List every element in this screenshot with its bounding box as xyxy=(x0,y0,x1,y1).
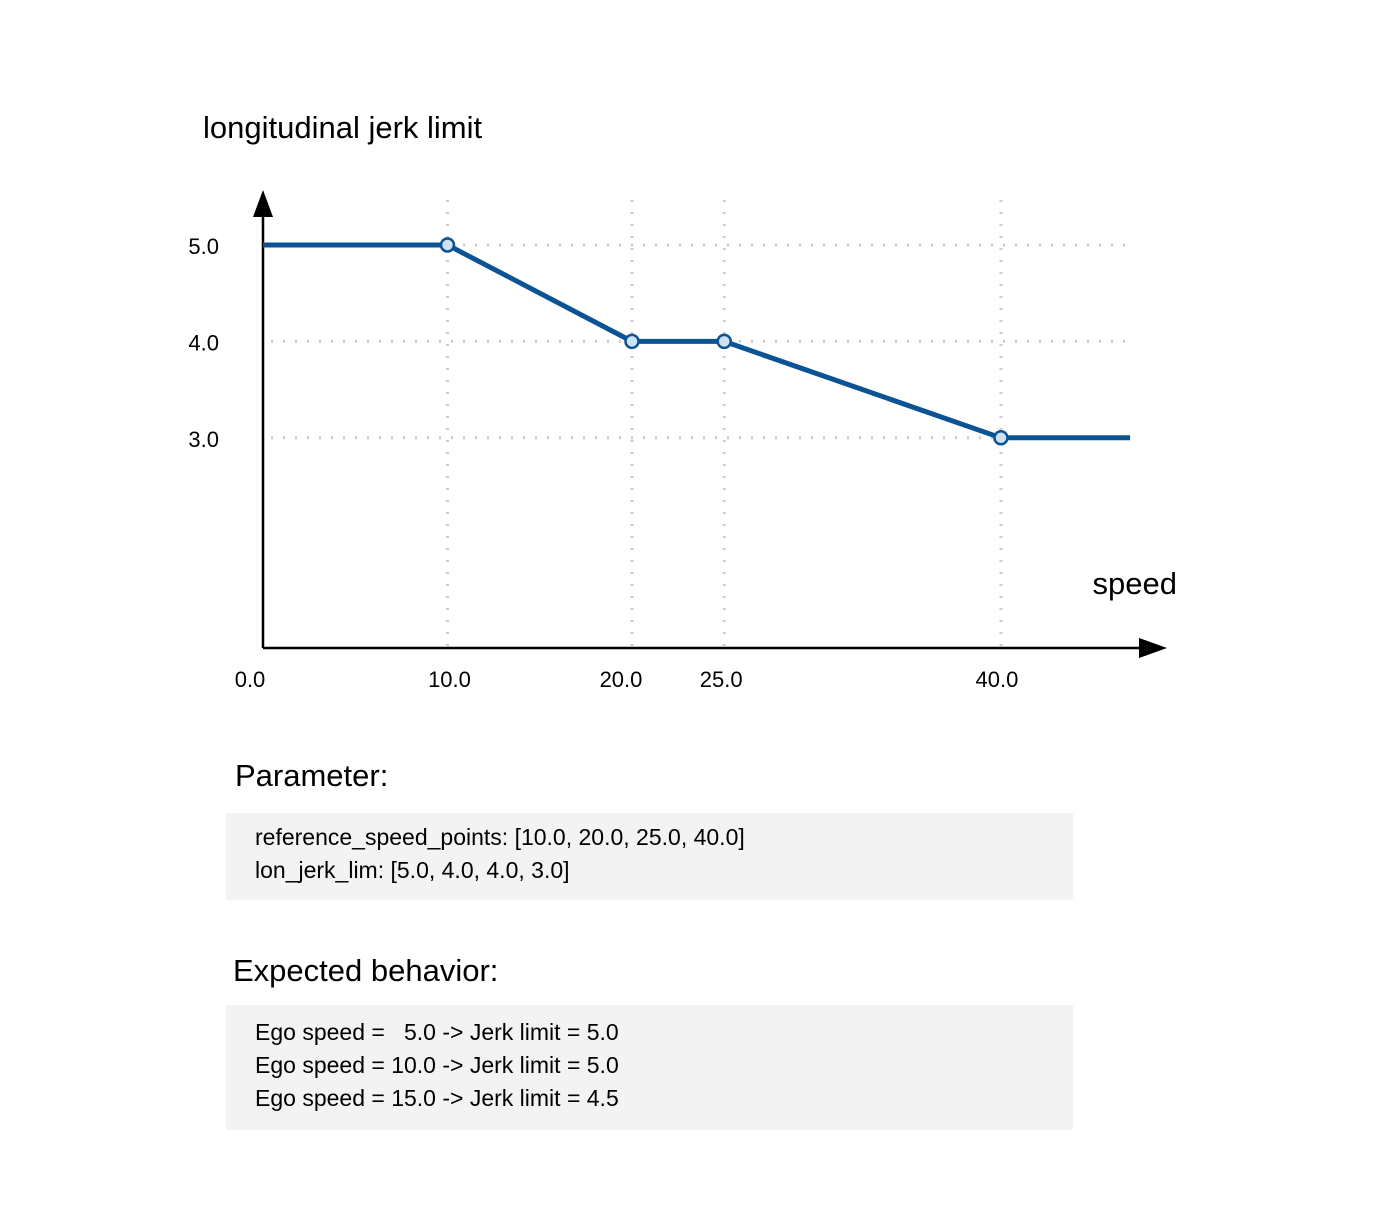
data-point xyxy=(624,333,640,350)
chart: 5.0 4.0 3.0 0.0 10.0 20.0 25.0 40.0 speed xyxy=(188,190,1177,692)
y-tick-label: 5.0 xyxy=(188,234,219,259)
expected-line: Ego speed = 5.0 -> Jerk limit = 5.0 xyxy=(255,1019,619,1045)
expected-heading: Expected behavior: xyxy=(233,953,499,988)
parameter-line: reference_speed_points: [10.0, 20.0, 25.… xyxy=(255,824,745,850)
data-point xyxy=(439,237,456,253)
data-point xyxy=(993,430,1009,446)
x-tick-label: 40.0 xyxy=(976,667,1019,692)
parameter-line: lon_jerk_lim: [5.0, 4.0, 4.0, 3.0] xyxy=(255,857,570,883)
x-tick-label: 0.0 xyxy=(235,667,266,692)
data-point xyxy=(716,333,732,350)
expected-line: Ego speed = 15.0 -> Jerk limit = 4.5 xyxy=(255,1085,619,1111)
x-axis-arrow xyxy=(1139,638,1167,658)
parameter-box: reference_speed_points: [10.0, 20.0, 25.… xyxy=(226,813,1073,900)
y-tick-label: 4.0 xyxy=(188,330,219,355)
x-axis-label: speed xyxy=(1093,566,1177,601)
x-tick-label: 10.0 xyxy=(428,667,471,692)
x-tick-label: 25.0 xyxy=(700,667,743,692)
series-line xyxy=(263,242,1131,441)
x-tick-label: 20.0 xyxy=(600,667,643,692)
chart-title: longitudinal jerk limit xyxy=(203,110,483,145)
y-axis-arrow xyxy=(253,190,273,217)
y-tick-label: 3.0 xyxy=(188,427,219,452)
expected-line: Ego speed = 10.0 -> Jerk limit = 5.0 xyxy=(255,1052,619,1078)
expected-box: Ego speed = 5.0 -> Jerk limit = 5.0 Ego … xyxy=(226,1005,1073,1130)
parameter-heading: Parameter: xyxy=(235,758,389,793)
